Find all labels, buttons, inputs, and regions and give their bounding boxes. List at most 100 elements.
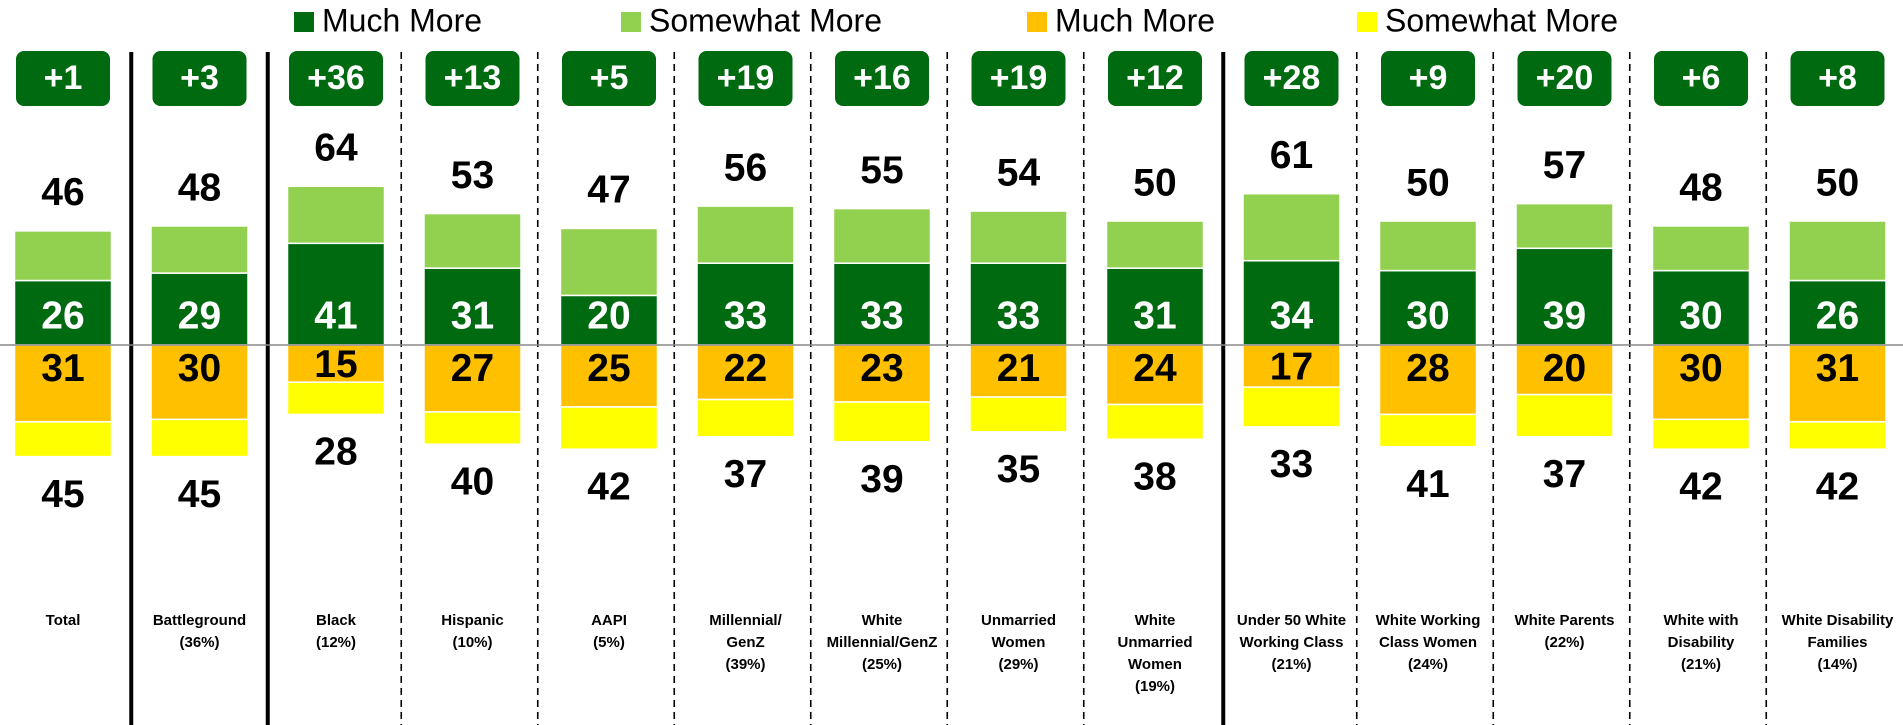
segment-label: 31 — [451, 294, 494, 337]
segment-label: 20 — [1543, 347, 1586, 390]
net-badge — [1654, 51, 1748, 106]
net-label: +28 — [1263, 59, 1321, 97]
category-label: Total — [45, 612, 81, 629]
bar-segment — [13, 279, 113, 346]
legend-label: Much More — [322, 2, 482, 38]
net-label: +19 — [990, 59, 1048, 97]
bar-segment — [969, 344, 1068, 398]
segment-label: 26 — [1816, 294, 1859, 337]
net-badge — [152, 51, 247, 106]
up-total: 46 — [41, 171, 84, 214]
segment-label: 31 — [1816, 347, 1859, 390]
bar-segment — [1788, 344, 1887, 423]
net-label: +3 — [180, 59, 219, 97]
bar-segment — [1651, 225, 1751, 272]
legend-swatch — [621, 12, 641, 32]
bar-segment — [832, 207, 932, 264]
legend-label: Much More — [1055, 2, 1215, 38]
down-total: 33 — [1270, 443, 1313, 486]
bar-segment — [1515, 247, 1614, 346]
category-label: Under 50 White Working Class (21%) — [1236, 612, 1347, 673]
bar-segment — [150, 225, 249, 274]
down-total: 38 — [1133, 456, 1176, 499]
bar-segment — [13, 230, 113, 282]
segment-label: 41 — [314, 294, 357, 337]
up-total: 61 — [1270, 134, 1313, 177]
net-label: +8 — [1818, 59, 1857, 97]
segment-label: 22 — [724, 347, 767, 390]
down-total: 45 — [41, 473, 84, 516]
bar-segment — [13, 344, 113, 423]
bar-segment — [1378, 413, 1478, 448]
category-label: Unmarried Women (29%) — [980, 612, 1057, 673]
net-label: +16 — [853, 59, 911, 97]
category-label: Millennial/ GenZ (39%) — [709, 612, 782, 673]
bar-segment — [559, 227, 659, 297]
net-badge — [1517, 51, 1612, 106]
bar-segment — [969, 396, 1068, 433]
segment-label: 25 — [587, 347, 630, 390]
up-total: 48 — [1679, 166, 1722, 209]
segment-label: 31 — [1133, 294, 1176, 337]
segment-label: 33 — [997, 294, 1040, 337]
up-total: 57 — [1543, 144, 1586, 187]
bar-segment — [423, 212, 522, 269]
net-badge — [425, 51, 520, 106]
net-label: +6 — [1682, 59, 1721, 97]
legend-swatch — [1357, 12, 1377, 32]
bar-segment — [1242, 192, 1341, 262]
bar-segment — [1105, 344, 1205, 406]
segment-label: 33 — [724, 294, 767, 337]
legend-swatch — [1027, 12, 1047, 32]
bar-segment — [832, 401, 932, 443]
segment-label: 30 — [1679, 347, 1722, 390]
down-total: 28 — [314, 431, 357, 474]
bar-segment — [1788, 279, 1887, 346]
category-label: White with Disability (21%) — [1663, 612, 1739, 673]
category-label: AAPI (5%) — [591, 612, 627, 651]
category-label: White Unmarried Women (19%) — [1117, 612, 1193, 695]
segment-label: 17 — [1270, 345, 1313, 388]
segment-label: 33 — [860, 294, 903, 337]
up-total: 55 — [860, 149, 903, 192]
category-label: White Working Class Women (24%) — [1375, 612, 1481, 673]
bar-segment — [286, 381, 386, 416]
segment-label: 30 — [1406, 294, 1449, 337]
net-badge — [698, 51, 793, 106]
segment-label: 26 — [41, 294, 84, 337]
bar-segment — [1105, 220, 1205, 269]
net-label: +12 — [1126, 59, 1184, 97]
net-label: +1 — [44, 59, 83, 97]
segment-label: 24 — [1133, 347, 1177, 390]
segment-label: 29 — [178, 294, 221, 337]
bar-segment — [696, 398, 795, 438]
bar-segment — [559, 406, 659, 450]
legend-label: Somewhat More — [649, 2, 882, 38]
bar-segment — [1105, 403, 1205, 440]
net-badge — [1244, 51, 1339, 106]
segment-label: 30 — [178, 347, 221, 390]
net-badge — [835, 51, 929, 106]
legend-swatch — [294, 12, 314, 32]
bar-segment — [1788, 421, 1887, 450]
segment-label: 31 — [41, 347, 84, 390]
bar-segment — [969, 210, 1068, 264]
bar-segment — [1242, 259, 1341, 346]
bar-segment — [1242, 386, 1341, 428]
segment-label: 39 — [1543, 294, 1586, 337]
down-total: 37 — [1543, 453, 1586, 496]
bar-segment — [1378, 220, 1478, 272]
segment-label: 15 — [314, 343, 357, 386]
net-label: +20 — [1536, 59, 1594, 97]
segment-label: 30 — [1679, 294, 1722, 337]
bar-segment — [286, 242, 386, 346]
bar-segment — [1788, 220, 1887, 282]
category-label: Hispanic (10%) — [441, 612, 504, 651]
down-total: 40 — [451, 460, 494, 503]
bar-segment — [423, 411, 522, 445]
segment-label: 20 — [587, 294, 630, 337]
segment-label: 27 — [451, 347, 494, 390]
bar-segment — [696, 205, 795, 264]
bar-segment — [1651, 269, 1751, 346]
